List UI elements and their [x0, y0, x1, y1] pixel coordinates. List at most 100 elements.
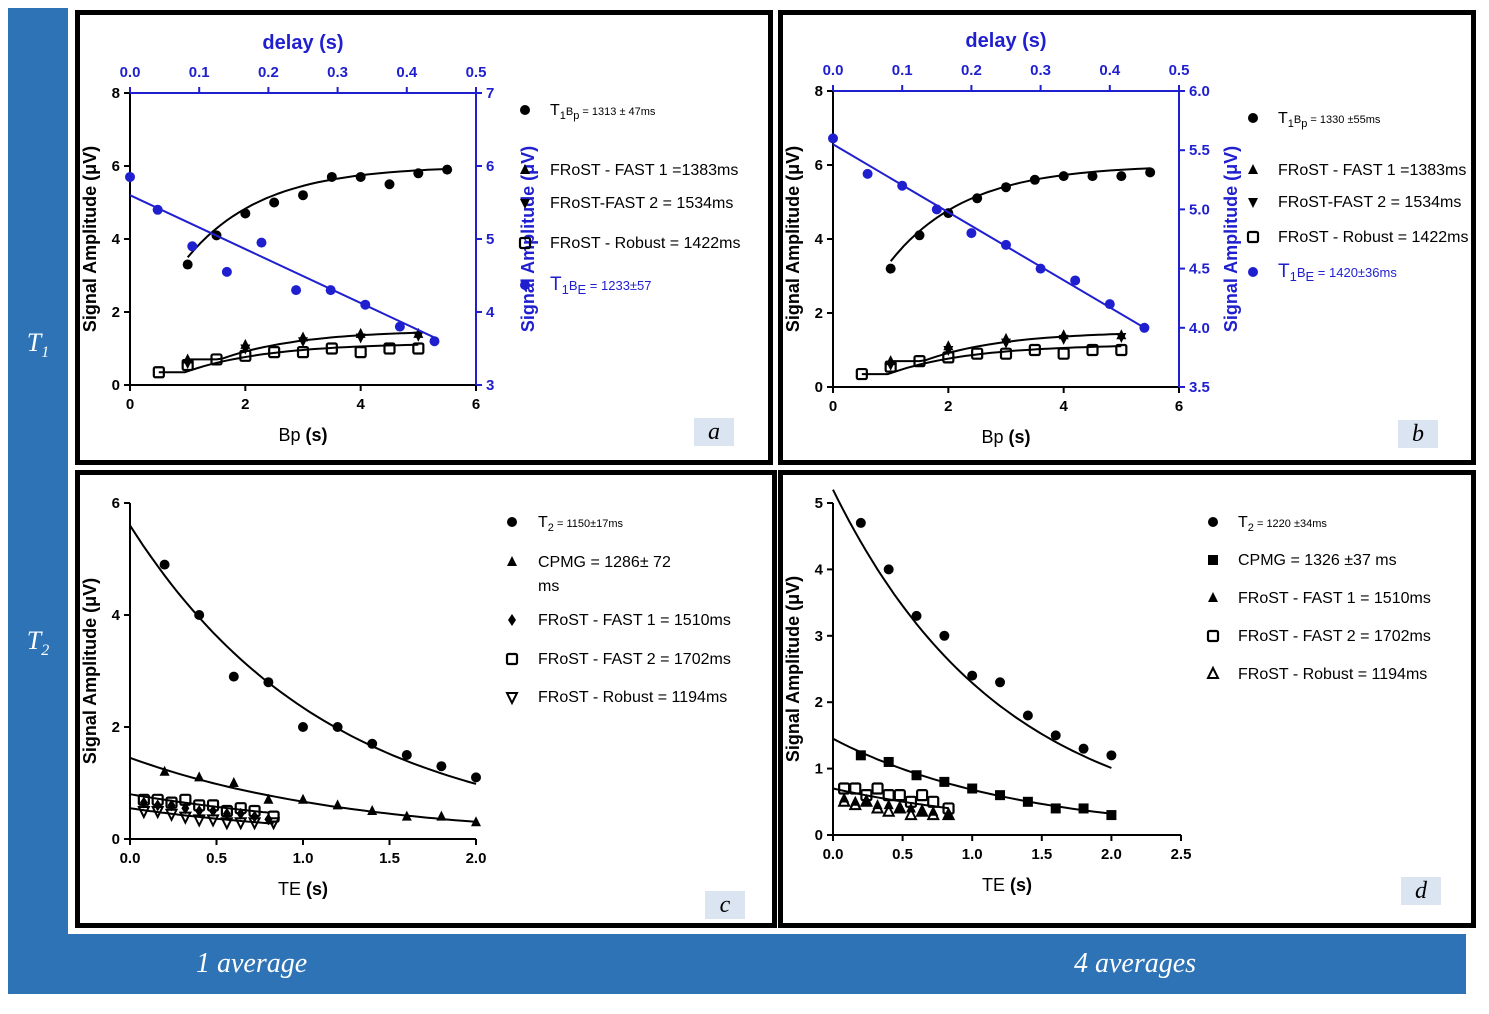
panel-tag-c: c: [705, 891, 745, 919]
data-point: [298, 337, 308, 348]
data-point: [355, 333, 366, 344]
top-tick-label: 0.1: [892, 62, 913, 79]
x-tick-label: 0: [126, 396, 134, 413]
legend-label: FRoST - Robust = 1422ms: [1278, 229, 1468, 246]
data-point: [326, 171, 337, 182]
data-point: [367, 805, 378, 815]
y-tick-label: 0: [815, 827, 823, 844]
data-point: [943, 346, 954, 356]
data-point: [332, 799, 343, 810]
legend-label: T1BE = 1233±57: [550, 274, 652, 297]
x-tick-label: 4: [1059, 398, 1068, 415]
data-point: [884, 360, 897, 373]
fit-curve: [158, 343, 419, 374]
top-tick-label: 0.4: [396, 64, 418, 81]
column-label-1-average: 1 average: [196, 948, 308, 979]
x-tick-label: 6: [1175, 398, 1183, 415]
data-point: [429, 336, 440, 347]
y-tick-label: 5: [815, 495, 823, 512]
legend-marker: [508, 614, 516, 626]
top-tick-label: 0.5: [466, 64, 487, 81]
data-point: [883, 564, 894, 575]
legend-label: FRoST-FAST 2 = 1534ms: [1278, 194, 1461, 211]
data-point: [1050, 803, 1061, 814]
data-point: [151, 793, 164, 806]
legend-marker: [1248, 113, 1258, 123]
data-point: [167, 799, 176, 812]
data-point: [1116, 333, 1127, 344]
data-point: [263, 677, 274, 688]
data-point: [885, 360, 896, 371]
data-point: [871, 782, 884, 795]
data-point: [187, 241, 198, 252]
data-point: [298, 793, 308, 804]
legend-marker: [1208, 592, 1218, 602]
right-tick-label: 5: [486, 231, 494, 248]
data-point: [995, 677, 1006, 688]
top-tick-label: 0.0: [120, 64, 141, 81]
x-axis-label: TE (s): [278, 879, 328, 899]
y-axis-label: Signal Amplitude (μV): [80, 146, 100, 332]
data-point: [882, 789, 895, 802]
legend-marker: [507, 556, 517, 566]
data-point: [883, 756, 894, 767]
data-point: [182, 259, 193, 270]
data-point: [179, 793, 192, 806]
data-point: [247, 817, 262, 831]
data-point: [436, 810, 447, 821]
legend-label: T1BE = 1420±36ms: [1278, 261, 1397, 284]
legend-marker: [507, 517, 517, 527]
top-tick-label: 0.2: [258, 64, 279, 81]
data-point: [915, 803, 929, 817]
legend-label: CPMG = 1286± 72: [538, 554, 671, 571]
data-point: [1139, 322, 1150, 333]
y-tick-label: 8: [815, 83, 823, 100]
y-tick-label: 6: [112, 158, 120, 175]
data-point: [942, 351, 955, 364]
data-point: [931, 204, 942, 215]
data-point: [194, 771, 205, 782]
x-tick-label: 0.5: [206, 850, 227, 867]
data-point: [194, 610, 205, 620]
data-point: [1078, 743, 1089, 754]
y-tick-label: 6: [112, 495, 120, 512]
row-label-t1: T1T1: [26, 328, 50, 362]
legend-label: FRoST - FAST 1 = 1510ms: [1238, 590, 1431, 607]
decay-curve: [832, 489, 1112, 769]
y-tick-label: 8: [112, 85, 120, 102]
x-tick-label: 0.0: [823, 846, 844, 863]
data-point: [911, 770, 922, 781]
y-tick-label: 4: [815, 231, 824, 248]
data-point: [849, 782, 862, 795]
legend-label: FRoST - Robust = 1194ms: [1238, 666, 1427, 683]
data-point: [267, 810, 280, 823]
data-point: [939, 776, 950, 787]
data-point: [859, 793, 874, 807]
data-point: [967, 783, 978, 794]
legend-label: FRoST - Robust = 1422ms: [550, 235, 740, 252]
legend-label: T2 = 1220 ±34ms: [1238, 514, 1327, 534]
y-tick-label: 2: [112, 304, 120, 321]
data-point: [291, 285, 302, 296]
data-point: [893, 800, 907, 814]
data-point: [268, 346, 281, 359]
data-point: [893, 789, 906, 802]
legend-label: FRoST - FAST 1 =1383ms: [550, 162, 738, 179]
data-point: [1001, 338, 1011, 349]
data-point: [192, 814, 206, 828]
data-point: [165, 796, 178, 809]
data-point: [325, 285, 336, 296]
right-tick-label: 4.0: [1189, 320, 1210, 337]
data-point: [911, 610, 922, 621]
legend-marker: [1206, 665, 1220, 679]
data-point: [234, 802, 247, 815]
data-point: [394, 321, 405, 332]
panel-tag-d: d: [1401, 877, 1441, 905]
legend-marker: [1248, 267, 1258, 277]
chart-a: 0 2 4 6 0 2 4 6 8 Bp (s) Signal Amplitude (μV) 0.0 0…: [80, 32, 740, 445]
data-point: [125, 171, 135, 182]
data-point: [193, 799, 206, 812]
x-tick-label: 2.0: [466, 850, 487, 867]
data-point: [1058, 334, 1069, 345]
legend-marker: [1248, 198, 1258, 208]
